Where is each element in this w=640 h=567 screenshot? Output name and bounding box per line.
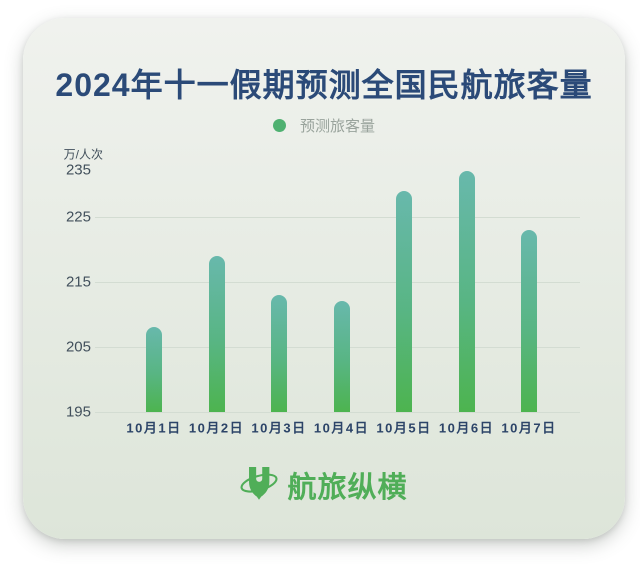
- legend-dot-icon: [272, 119, 286, 132]
- x-axis-label: 10月4日: [313, 420, 370, 436]
- footer-logo: 航旅纵横: [23, 464, 625, 506]
- page-title: 2024年十一假期预测全国民航旅客量: [55, 67, 593, 103]
- y-axis-tick-label: 215: [65, 273, 91, 290]
- chart-bar-10月7日: [521, 229, 537, 412]
- chart-bar-10月2日: [208, 255, 225, 412]
- gridline: [95, 411, 580, 413]
- chart-bar-10月1日: [146, 327, 162, 412]
- x-axis-label: 10月6日: [438, 420, 495, 436]
- chart-bar-10月4日: [333, 301, 350, 412]
- y-axis-tick-label: 235: [65, 161, 91, 179]
- y-axis-tick-label: 195: [65, 403, 91, 420]
- umetrip-logo-icon: [240, 466, 278, 500]
- chart-bar-10月6日: [458, 171, 475, 412]
- infographic-card: 2024年十一假期预测全国民航旅客量 预测旅客量 万/人次 235 225 215 2…: [23, 18, 625, 539]
- x-axis-label: 10月2日: [188, 420, 245, 436]
- chart-bar-10月5日: [396, 190, 412, 412]
- y-axis-tick-label: 205: [65, 338, 91, 355]
- chart-area: 万/人次 235 225 215 205 195 10月1日 10月2日 10月3日 10月4日…: [23, 18, 625, 539]
- x-axis-label: 10月1日: [126, 420, 182, 436]
- logo-text: 航旅纵横: [287, 472, 408, 504]
- chart-bar-10月3日: [271, 294, 287, 412]
- gridline: [95, 281, 580, 283]
- legend-label: 预测旅客量: [299, 118, 375, 135]
- x-axis-label: 10月3日: [251, 420, 307, 436]
- y-axis-tick-label: 225: [65, 208, 91, 225]
- x-axis-label: 10月7日: [501, 420, 557, 436]
- chart-legend: 预测旅客量: [23, 115, 625, 136]
- y-axis-unit-label: 万/人次: [63, 147, 103, 162]
- gridline: [95, 216, 580, 218]
- x-axis-label: 10月5日: [376, 420, 432, 436]
